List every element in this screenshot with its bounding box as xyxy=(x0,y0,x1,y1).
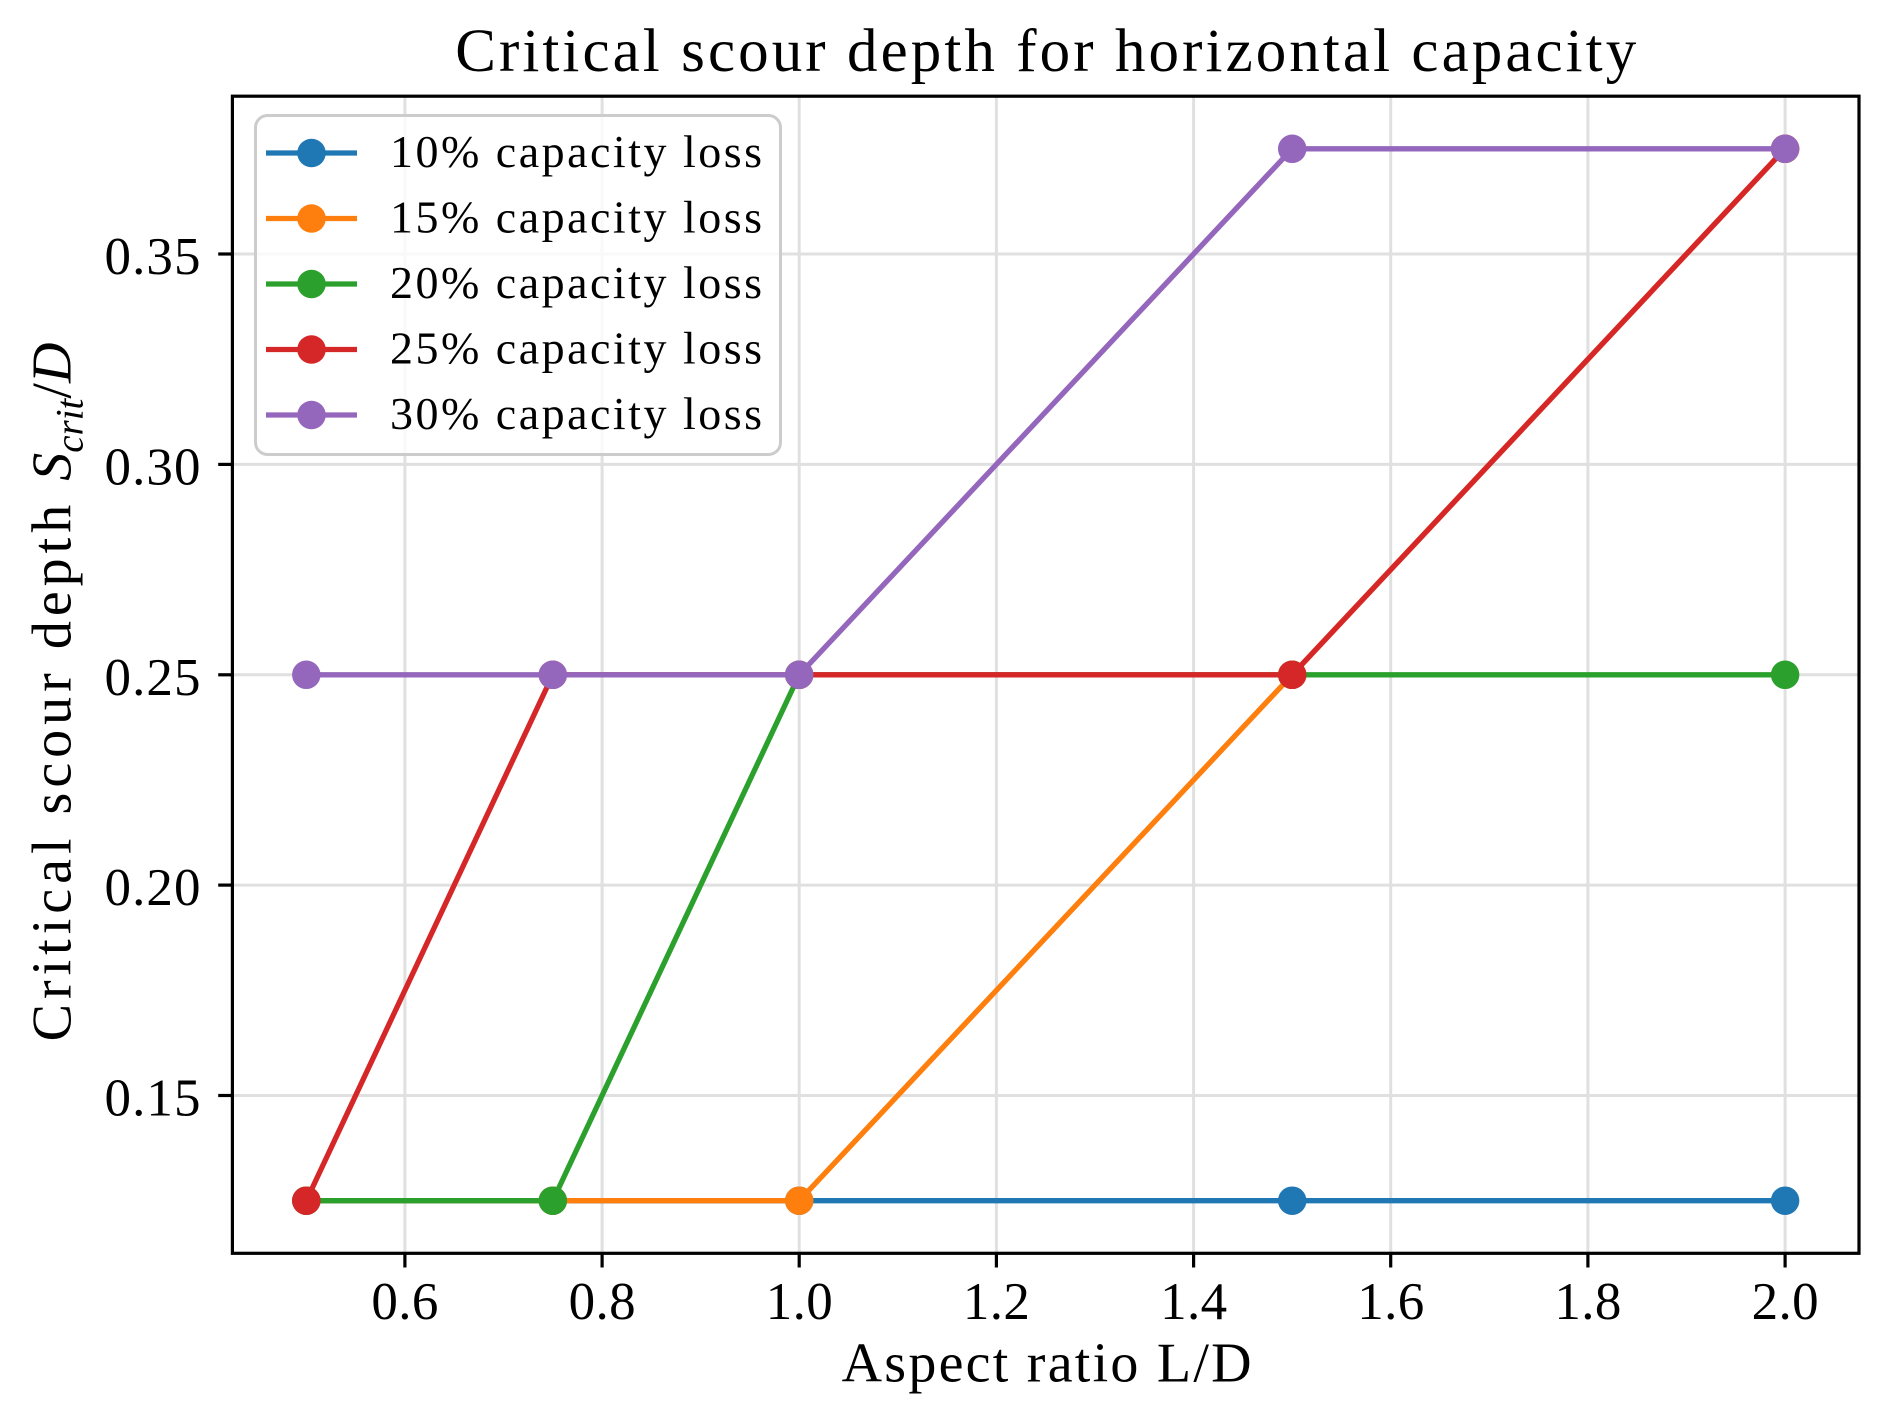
svg-text:10% capacity loss: 10% capacity loss xyxy=(390,126,762,177)
svg-text:15% capacity loss: 15% capacity loss xyxy=(390,192,762,243)
svg-text:0.8: 0.8 xyxy=(569,1273,636,1331)
svg-text:25% capacity loss: 25% capacity loss xyxy=(390,323,762,374)
svg-text:0.35: 0.35 xyxy=(105,228,201,286)
svg-text:1.2: 1.2 xyxy=(963,1273,1030,1331)
svg-text:30% capacity loss: 30% capacity loss xyxy=(390,388,762,439)
svg-text:0.20: 0.20 xyxy=(105,859,201,917)
svg-text:0.6: 0.6 xyxy=(371,1273,438,1331)
svg-text:0.25: 0.25 xyxy=(105,649,201,707)
svg-text:1.4: 1.4 xyxy=(1160,1273,1227,1331)
svg-text:2.0: 2.0 xyxy=(1752,1273,1819,1331)
svg-text:1.6: 1.6 xyxy=(1357,1273,1424,1331)
svg-text:Critical scour depth for horiz: Critical scour depth for horizontal capa… xyxy=(455,18,1637,85)
svg-text:Critical scour depth Scrit/D: Critical scour depth Scrit/D xyxy=(22,343,92,1042)
svg-text:1.8: 1.8 xyxy=(1554,1273,1621,1331)
svg-text:20% capacity loss: 20% capacity loss xyxy=(390,257,762,308)
svg-text:1.0: 1.0 xyxy=(766,1273,833,1331)
svg-text:0.30: 0.30 xyxy=(105,438,201,496)
svg-text:0.15: 0.15 xyxy=(105,1070,201,1128)
